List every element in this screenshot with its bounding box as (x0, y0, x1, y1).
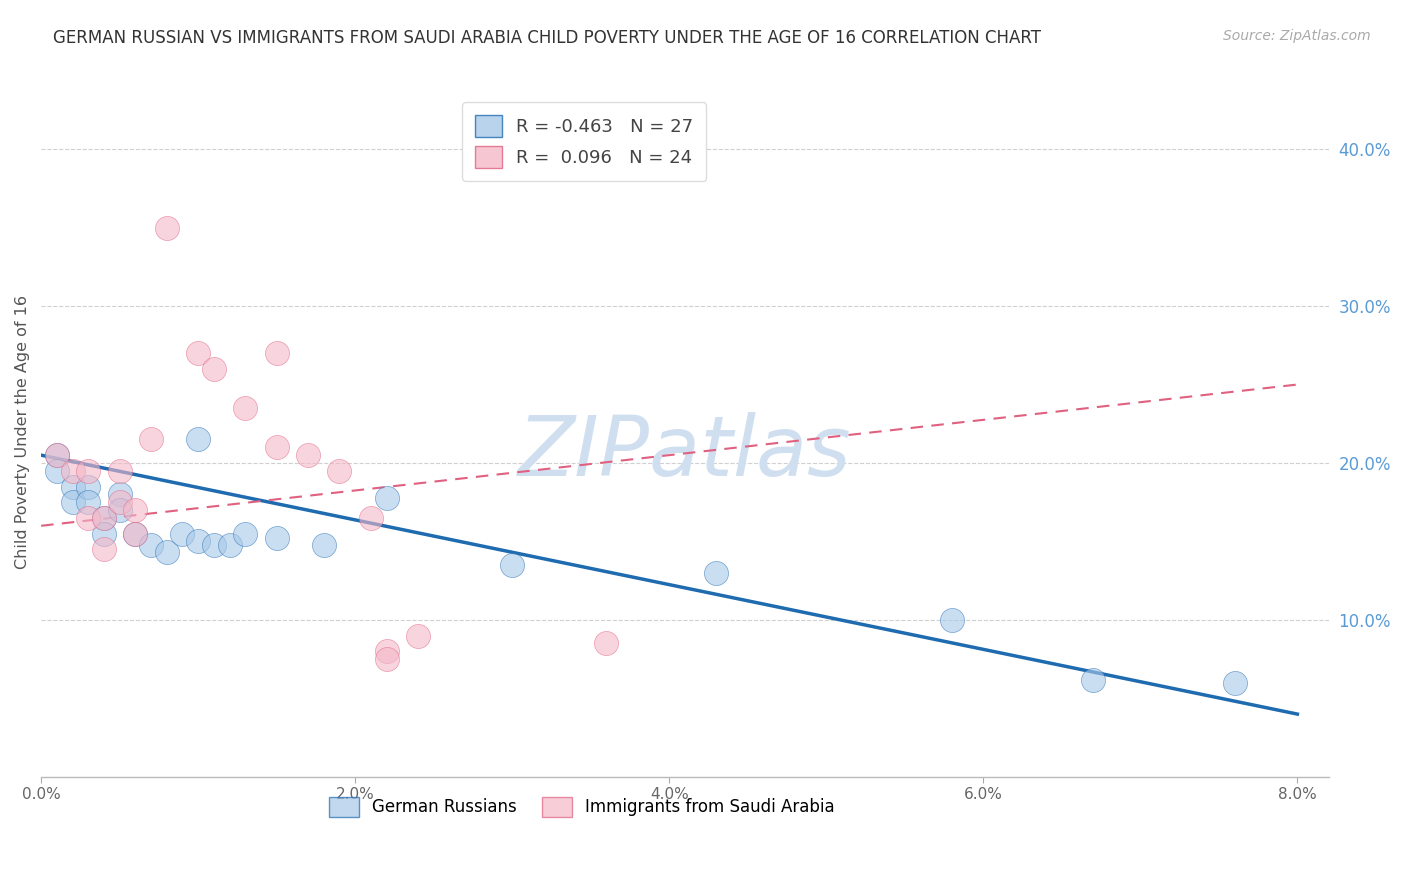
Point (266, 532, 288, 546)
Point (595, 636, 617, 650)
Point (941, 613, 963, 627)
Point (202, 538, 225, 552)
Point (233, 526, 256, 541)
Point (375, 644, 398, 658)
Text: GERMAN RUSSIAN VS IMMIGRANTS FROM SAUDI ARABIA CHILD POVERTY UNDER THE AGE OF 16: GERMAN RUSSIAN VS IMMIGRANTS FROM SAUDI … (53, 29, 1042, 46)
Point (93, 511, 115, 525)
Point (360, 511, 382, 525)
Point (108, 503, 131, 517)
Point (266, 440, 288, 454)
Point (187, 346, 209, 360)
Point (375, 652, 398, 666)
Point (139, 538, 162, 552)
Point (62, 479, 84, 493)
Text: Source: ZipAtlas.com: Source: ZipAtlas.com (1223, 29, 1371, 43)
Point (266, 346, 288, 360)
Point (704, 566, 727, 580)
Point (62, 464, 84, 478)
Legend: German Russians, Immigrants from Saudi Arabia: German Russians, Immigrants from Saudi A… (322, 790, 842, 824)
Point (501, 558, 523, 572)
Y-axis label: Child Poverty Under the Age of 16: Child Poverty Under the Age of 16 (15, 294, 30, 568)
Point (297, 448, 319, 462)
Point (108, 464, 131, 478)
Point (139, 433, 162, 447)
Point (187, 534, 209, 549)
Point (156, 220, 179, 235)
Point (124, 526, 146, 541)
Point (77, 511, 100, 525)
Point (1083, 673, 1105, 687)
Point (218, 538, 240, 552)
Point (77, 479, 100, 493)
Point (375, 491, 398, 505)
Point (1223, 675, 1246, 690)
Point (124, 526, 146, 541)
Point (172, 526, 194, 541)
Text: ZIPatlas: ZIPatlas (519, 412, 852, 492)
Point (233, 401, 256, 415)
Point (93, 542, 115, 557)
Point (328, 464, 350, 478)
Point (62, 495, 84, 509)
Point (77, 464, 100, 478)
Point (93, 526, 115, 541)
Point (45, 464, 67, 478)
Point (124, 503, 146, 517)
Point (312, 538, 335, 552)
Point (156, 545, 179, 559)
Point (108, 495, 131, 509)
Point (108, 487, 131, 501)
Point (45, 448, 67, 462)
Point (45, 448, 67, 462)
Point (77, 495, 100, 509)
Point (187, 433, 209, 447)
Point (406, 629, 429, 643)
Point (93, 511, 115, 525)
Point (202, 361, 225, 376)
